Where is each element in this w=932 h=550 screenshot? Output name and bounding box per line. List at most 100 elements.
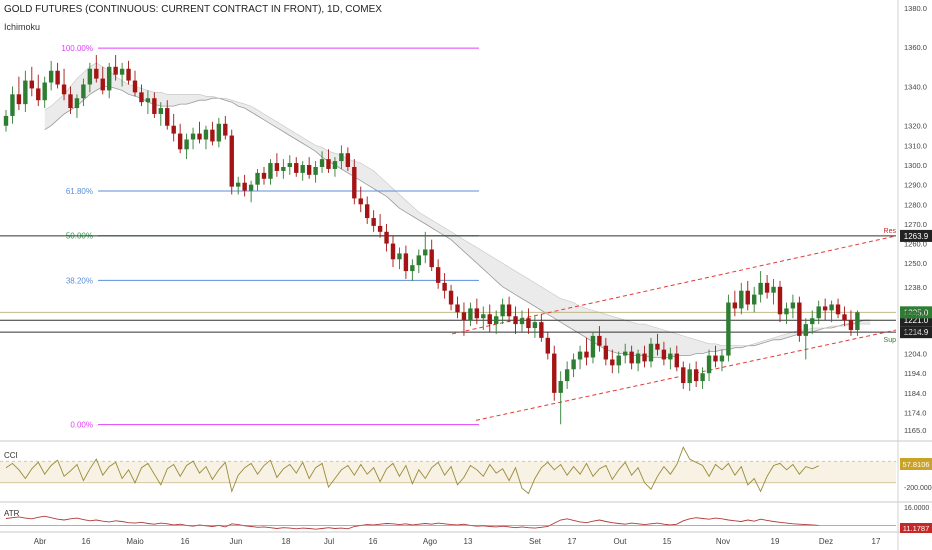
candle-body [797, 302, 802, 336]
candle-body [287, 163, 292, 167]
candle-body [345, 153, 351, 167]
candle-body [732, 302, 738, 309]
candle-body [648, 343, 654, 362]
candle-body [571, 359, 576, 370]
candle-body [23, 80, 28, 105]
candle-body [848, 320, 854, 331]
candles [3, 55, 860, 425]
price-tick: 1215.2 [904, 328, 927, 337]
candle-body [132, 80, 138, 93]
fib-label: 38.20% [66, 276, 93, 285]
candle-body [281, 166, 286, 171]
candle-body [332, 161, 338, 169]
candle-body [429, 249, 434, 268]
candle-body [171, 125, 176, 134]
time-tick: 16 [82, 537, 91, 546]
candle-body [674, 353, 679, 368]
candle-body [771, 286, 776, 293]
time-axis: Abr 16 Maio 16 Jun 18 Jul 16 Ago 13 Set 17 Out 15 Nov 1… [34, 537, 881, 546]
candle-body [352, 166, 357, 199]
candle-body [500, 304, 505, 317]
candle-body [642, 353, 647, 362]
level-value: 1214.9 [904, 328, 929, 337]
candle-body [229, 135, 234, 187]
candle-body [616, 355, 621, 366]
candle-body [552, 353, 557, 393]
candle-body [597, 335, 602, 346]
time-tick: Ago [423, 537, 438, 546]
candle-body [526, 318, 531, 329]
candle-body [190, 133, 196, 140]
candle-body [300, 165, 305, 173]
candle-body [216, 123, 222, 142]
candle-body [461, 312, 467, 321]
candle-body [758, 282, 763, 295]
candle-body [474, 308, 480, 319]
fib-label: 61.80% [66, 187, 93, 196]
fib-label: 100.00% [61, 44, 93, 53]
level-value: 1263.9 [904, 232, 929, 241]
level-tag: Res [884, 228, 897, 235]
candle-body [313, 166, 318, 175]
candle-body [397, 253, 402, 260]
candle-body [745, 290, 750, 305]
candle-body [739, 290, 744, 309]
candle-body [635, 353, 641, 364]
candle-body [629, 351, 634, 364]
price-tick: 1290.0 [904, 181, 927, 190]
time-tick: 15 [663, 537, 672, 546]
candle-body [816, 306, 821, 319]
candle-body [119, 68, 125, 75]
candle-body [558, 381, 563, 393]
candle-body [274, 163, 280, 171]
price-tick: 1280.0 [904, 200, 927, 209]
last-price-bg [900, 306, 932, 319]
candle-body [790, 302, 796, 309]
candle-body [139, 92, 144, 103]
chart-title: GOLD FUTURES (CONTINUOUS: CURRENT CONTRA… [4, 4, 382, 15]
candle-body [539, 322, 544, 338]
candle-body [855, 312, 860, 331]
candle-body [577, 351, 583, 360]
candle-body [242, 182, 247, 191]
candle-body [435, 267, 441, 283]
cci-panel: CCI 57.8106 -200.0000 [0, 446, 932, 495]
atr-value: 11.1787 [903, 524, 930, 533]
price-tick: 1260.0 [904, 240, 927, 249]
candle-body [294, 163, 299, 173]
candle-body [506, 304, 512, 317]
candle-body [68, 94, 73, 109]
candle-body [81, 84, 86, 99]
candle-body [519, 318, 525, 325]
candle-body [177, 133, 183, 150]
candle-body [107, 66, 112, 91]
candle-body [255, 172, 260, 185]
candle-body [610, 359, 615, 366]
candle-body [822, 306, 828, 311]
cci-line [5, 446, 819, 495]
candle-body [513, 316, 518, 325]
indicator-label: Ichimoku [4, 22, 41, 32]
price-tick: 1270.0 [904, 220, 927, 229]
level-tag-bg [900, 326, 932, 339]
cci-value-bg [900, 458, 932, 470]
candle-body [487, 314, 492, 325]
candle-body [494, 316, 499, 325]
candle-body [384, 231, 389, 244]
candle-body [16, 94, 22, 105]
trend-channel [451, 235, 897, 421]
candle-body [10, 94, 15, 116]
candle-body [784, 308, 789, 315]
candle-body [36, 88, 41, 101]
candle-body [603, 345, 609, 360]
candle-body [700, 373, 705, 382]
candle-body [687, 369, 692, 384]
time-tick: 17 [568, 537, 577, 546]
candle-body [158, 108, 163, 114]
candle-body [223, 123, 228, 136]
price-tick: 1340.0 [904, 82, 927, 91]
candle-body [777, 286, 783, 315]
candle-body [358, 198, 363, 205]
